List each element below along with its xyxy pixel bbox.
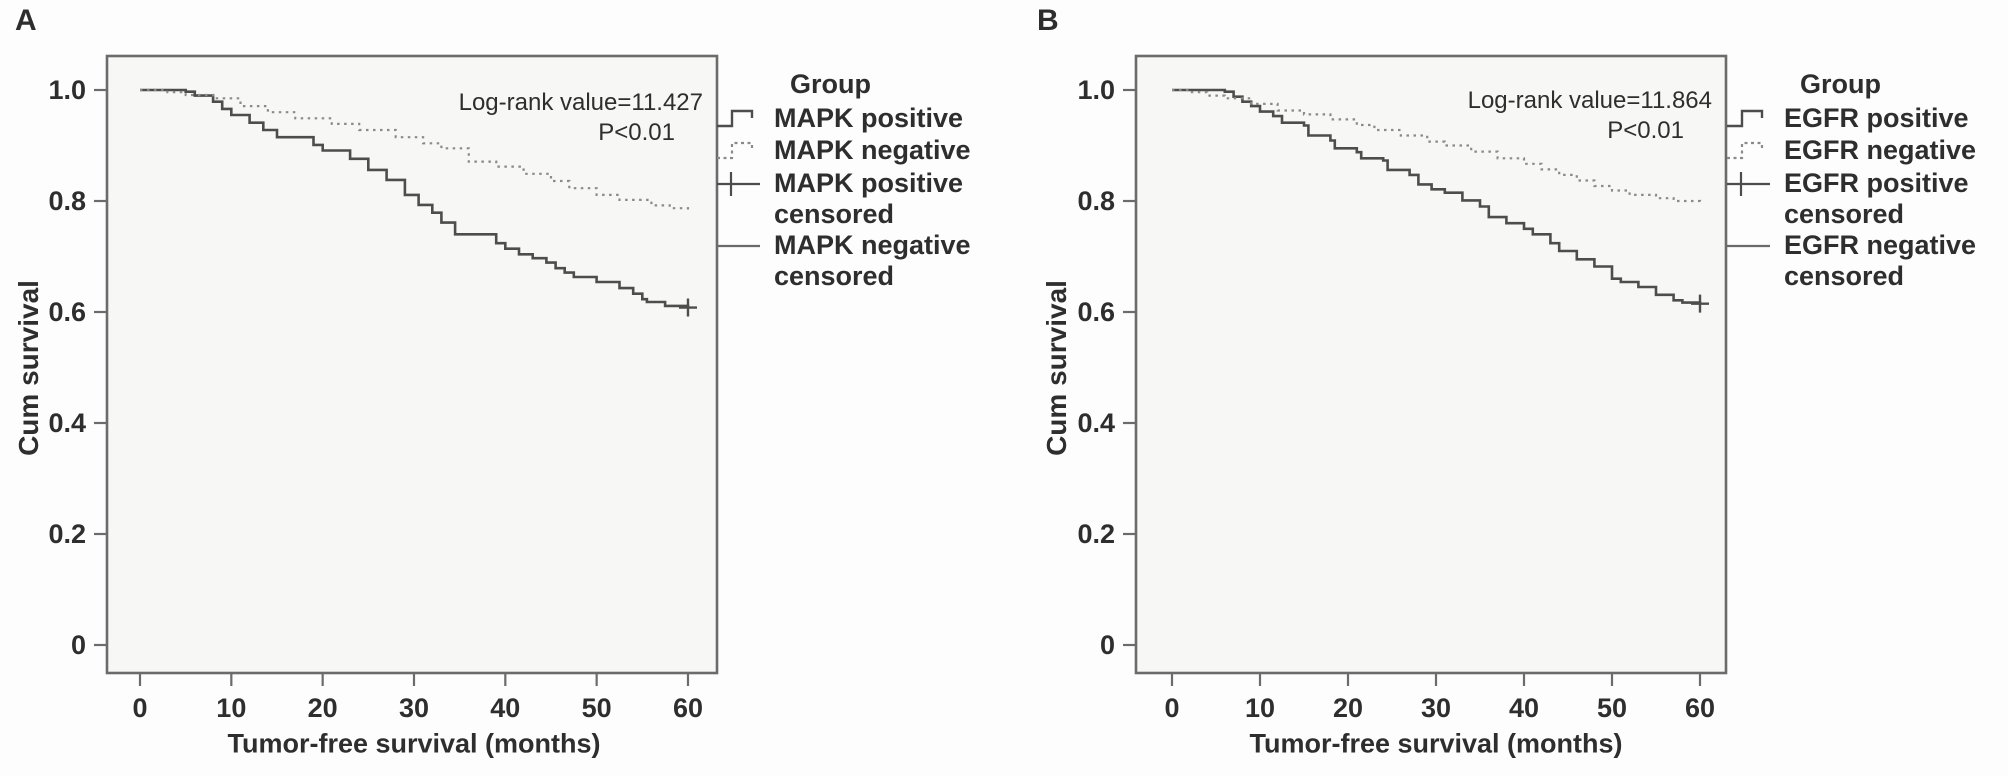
panel-a-logrank-value: Log-rank value=11.427 <box>458 89 703 116</box>
legend-title: Group <box>1800 69 1881 99</box>
x-tick-label: 30 <box>399 693 429 723</box>
step-dashed-symbol <box>1727 141 1764 160</box>
legend-entry-label: MAPK negative censored <box>774 230 971 291</box>
y-tick-label: 0.2 <box>48 519 86 549</box>
y-tick-label: 0.8 <box>1077 186 1115 216</box>
plus-censored-symbol <box>717 172 760 196</box>
panel-a-plot: 0 10 20 30 40 50 60 0 0.2 0.4 0.6 0.8 1.0 <box>48 54 719 723</box>
plot-frame <box>105 54 719 675</box>
legend-title: Group <box>790 69 871 99</box>
y-tick-label: 0.8 <box>48 186 86 216</box>
panel-b-p-value: P<0.01 <box>1607 117 1684 144</box>
x-tick-label: 50 <box>1597 693 1627 723</box>
step-solid-symbol <box>717 109 754 128</box>
line-censored-symbol <box>1727 244 1770 248</box>
x-tick-label: 60 <box>673 693 703 723</box>
x-axis-ticks: 0 10 20 30 40 50 60 <box>132 673 703 723</box>
y-tick-label: 0.6 <box>1077 297 1115 327</box>
legend-entry-label: MAPK negative <box>774 135 971 165</box>
x-tick-label: 40 <box>1509 693 1539 723</box>
panel-a-p-value: P<0.01 <box>598 119 675 146</box>
x-tick-label: 20 <box>1333 693 1363 723</box>
panel-b-logrank-value: Log-rank value=11.864 <box>1467 87 1712 114</box>
y-tick-label: 0.2 <box>1077 519 1115 549</box>
censored-mark <box>678 298 697 317</box>
survival-curve-egfr-negative <box>1172 88 1702 203</box>
y-tick-label: 0.4 <box>1077 408 1115 438</box>
x-tick-label: 50 <box>582 693 612 723</box>
legend-entry-egfr-positive: EGFR positive <box>1726 103 1969 134</box>
panel-b-plot: 0 10 20 30 40 50 60 0 0.2 0.4 0.6 0.8 1.0 <box>1077 54 1728 723</box>
survival-curve-mapk-positive <box>140 88 690 308</box>
y-tick-label: 0 <box>71 630 86 660</box>
legend-entry-mapk-positive: MAPK positive <box>716 103 963 134</box>
panel-b-legend: Group EGFR positive EGFR negative EGFR p… <box>1726 68 2008 291</box>
panel-b-letter: B <box>1037 4 1059 37</box>
x-tick-label: 60 <box>1685 693 1715 723</box>
legend-entry-label: EGFR negative censored <box>1784 230 1977 291</box>
panel-a-letter: A <box>15 4 37 37</box>
panel-a-x-axis-title: Tumor-free survival (months) <box>227 728 601 759</box>
y-tick-label: 0.6 <box>48 297 86 327</box>
y-tick-label: 1.0 <box>48 75 86 105</box>
x-tick-label: 0 <box>132 693 147 723</box>
step-solid-symbol <box>1727 109 1764 128</box>
line-censored-symbol <box>717 244 760 248</box>
legend-entry-label: EGFR positive censored <box>1784 168 1969 229</box>
legend-entry-mapk-negative: MAPK negative <box>716 135 971 166</box>
legend-entry-label: EGFR positive <box>1784 103 1969 133</box>
panel-a-y-axis-title: Cum survival <box>13 280 44 456</box>
legend-entry-egfr-positive-censored: EGFR positive censored <box>1726 168 1969 230</box>
plus-censored-symbol <box>1727 172 1770 196</box>
y-tick-label: 0 <box>1100 630 1115 660</box>
legend-entry-label: EGFR negative <box>1784 135 1977 165</box>
x-tick-label: 10 <box>216 693 246 723</box>
panel-b-y-axis-title: Cum survival <box>1041 280 1072 456</box>
legend-entry-egfr-negative-censored: EGFR negative censored <box>1726 230 1976 292</box>
censored-mark <box>1691 294 1709 313</box>
y-tick-label: 0.4 <box>48 408 86 438</box>
panel-a-annotation: Log-rank value=11.427 P<0.01 <box>403 88 703 148</box>
panel-a-legend: Group MAPK positive MAPK negative MAPK p… <box>716 68 1016 291</box>
step-dashed-symbol <box>717 141 754 160</box>
plot-frame <box>1134 54 1728 675</box>
legend-entry-mapk-positive-censored: MAPK positive censored <box>716 168 963 230</box>
survival-curve-egfr-positive <box>1172 88 1702 304</box>
panel-b-annotation: Log-rank value=11.864 P<0.01 <box>1412 86 1712 146</box>
x-tick-label: 0 <box>1164 693 1179 723</box>
x-axis-ticks: 0 10 20 30 40 50 60 <box>1164 673 1715 723</box>
y-axis-ticks: 0 0.2 0.4 0.6 0.8 1.0 <box>1077 75 1136 660</box>
legend-entry-label: MAPK positive <box>774 103 964 133</box>
x-tick-label: 20 <box>308 693 338 723</box>
legend-entry-egfr-negative: EGFR negative <box>1726 135 1976 166</box>
x-tick-label: 10 <box>1245 693 1275 723</box>
x-tick-label: 30 <box>1421 693 1451 723</box>
legend-entry-mapk-negative-censored: MAPK negative censored <box>716 230 971 292</box>
legend-entry-label: MAPK positive censored <box>774 168 964 229</box>
panel-b-x-axis-title: Tumor-free survival (months) <box>1249 728 1623 759</box>
x-tick-label: 40 <box>490 693 520 723</box>
y-axis-ticks: 0 0.2 0.4 0.6 0.8 1.0 <box>48 75 107 660</box>
y-tick-label: 1.0 <box>1077 75 1115 105</box>
